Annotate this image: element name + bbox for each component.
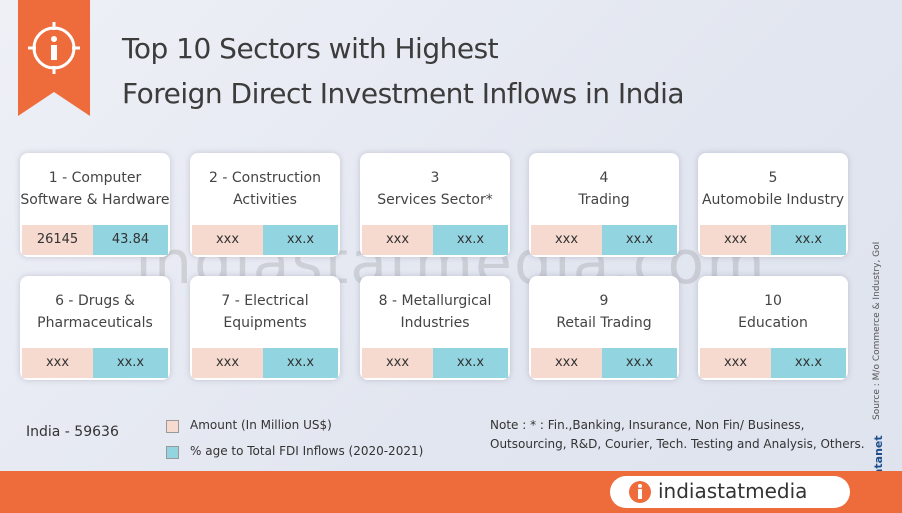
legend-label: % age to Total FDI Inflows (2020-2021) bbox=[190, 444, 424, 458]
sector-label: 7 - Electrical bbox=[221, 293, 309, 309]
sector-label: Automobile Industry bbox=[701, 192, 845, 208]
amount: xxx bbox=[192, 348, 263, 378]
sector-label: Education bbox=[738, 315, 808, 331]
amount: xxx bbox=[22, 348, 93, 378]
sector-label: Equipments bbox=[223, 315, 307, 331]
sector-label: Activities bbox=[233, 192, 297, 208]
legend-label: Amount (In Million US$) bbox=[190, 418, 332, 432]
amount: xxx bbox=[700, 348, 771, 378]
legend-swatch bbox=[166, 420, 179, 433]
amount: xxx bbox=[531, 225, 602, 255]
footer-brand: indiastatmedia bbox=[658, 479, 808, 503]
sector-card: 10 Education xxx xx.x bbox=[698, 276, 848, 380]
percent: xx.x bbox=[602, 348, 677, 378]
percent: xx.x bbox=[433, 225, 508, 255]
sector-label: Industries bbox=[400, 315, 470, 331]
amount: 26145 bbox=[22, 225, 93, 255]
sector-label: 4 bbox=[599, 170, 609, 186]
total: India - 59636 bbox=[26, 424, 119, 440]
sector-label: 10 bbox=[764, 293, 782, 309]
percent: xx.x bbox=[263, 225, 338, 255]
note: Outsourcing, R&D, Courier, Tech. Testing… bbox=[490, 437, 865, 451]
sector-label: Trading bbox=[578, 192, 630, 208]
footer-logo bbox=[629, 481, 651, 503]
sector-card: 1 - Computer Software & Hardware 26145 43.8… bbox=[20, 153, 170, 257]
badge bbox=[18, 0, 90, 116]
percent: xx.x bbox=[771, 225, 846, 255]
amount: xxx bbox=[362, 348, 433, 378]
sector-card: 3 Services Sector* xxx xx.x bbox=[360, 153, 510, 257]
sector-label: 2 - Construction bbox=[209, 170, 321, 186]
amount: xxx bbox=[700, 225, 771, 255]
source: Source : M/o Commerce & Industry, GoI bbox=[872, 241, 882, 420]
sector-card: 6 - Drugs & Pharmaceuticals xxx xx.x bbox=[20, 276, 170, 380]
sector-card: 5 Automobile Industry xxx xx.x bbox=[698, 153, 848, 257]
sector-card: 9 Retail Trading xxx xx.x bbox=[529, 276, 679, 380]
percent: xx.x bbox=[93, 348, 168, 378]
sector-card: 2 - Construction Activities xxx xx.x bbox=[190, 153, 340, 257]
title: Top 10 Sectors with Highest bbox=[122, 32, 499, 65]
amount: xxx bbox=[362, 225, 433, 255]
percent: xx.x bbox=[602, 225, 677, 255]
percent: xx.x bbox=[771, 348, 846, 378]
sector-label: 6 - Drugs & bbox=[55, 293, 135, 309]
percent: 43.84 bbox=[93, 225, 168, 255]
title: Foreign Direct Investment Inflows in Ind… bbox=[122, 77, 685, 110]
percent: xx.x bbox=[263, 348, 338, 378]
sector-label: Software & Hardware bbox=[20, 192, 170, 208]
sector-label: Services Sector* bbox=[377, 192, 493, 208]
sector-card: 7 - Electrical Equipments xxx xx.x bbox=[190, 276, 340, 380]
amount: xxx bbox=[531, 348, 602, 378]
sector-label: Pharmaceuticals bbox=[37, 315, 153, 331]
sector-label: 8 - Metallurgical bbox=[378, 293, 492, 309]
legend-swatch bbox=[166, 446, 179, 459]
percent: xx.x bbox=[433, 348, 508, 378]
note: Note : * : Fin.,Banking, Insurance, Non … bbox=[490, 418, 805, 432]
amount: xxx bbox=[192, 225, 263, 255]
sector-label: 3 bbox=[430, 170, 440, 186]
sector-label: 1 - Computer bbox=[48, 170, 142, 186]
sector-card: 8 - Metallurgical Industries xxx xx.x bbox=[360, 276, 510, 380]
sector-label: 9 bbox=[599, 293, 609, 309]
sector-label: 5 bbox=[768, 170, 778, 186]
sector-label: Retail Trading bbox=[556, 315, 652, 331]
sector-card: 4 Trading xxx xx.x bbox=[529, 153, 679, 257]
